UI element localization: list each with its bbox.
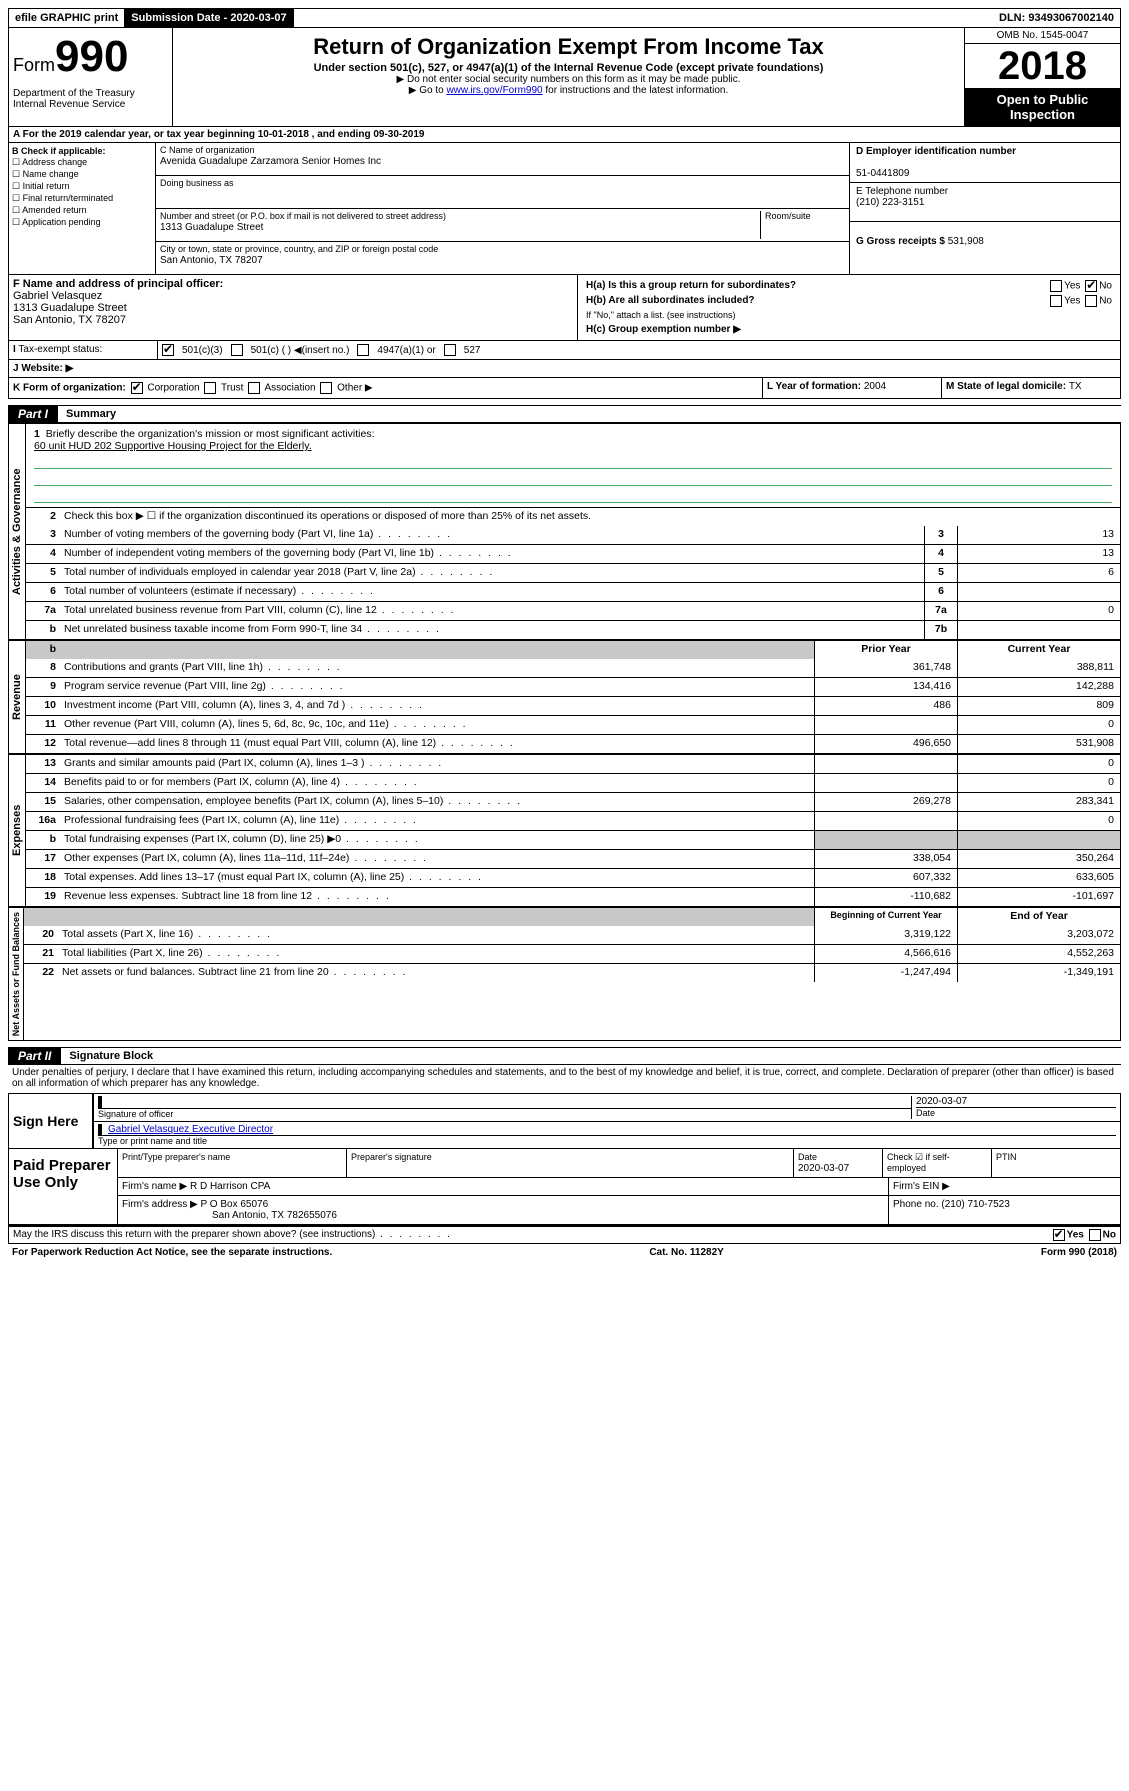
website-row: J Website: ▶ bbox=[8, 360, 1121, 378]
col-b-checkboxes: B Check if applicable: ☐ Address change … bbox=[9, 143, 156, 274]
summary-row: 21Total liabilities (Part X, line 26)4,5… bbox=[24, 944, 1120, 963]
org-name: Avenida Guadalupe Zarzamora Senior Homes… bbox=[160, 156, 381, 167]
firm-name: R D Harrison CPA bbox=[190, 1181, 270, 1192]
form-number: Form990 bbox=[13, 32, 168, 82]
f-h-row: F Name and address of principal officer:… bbox=[8, 275, 1121, 341]
summary-row: 18Total expenses. Add lines 13–17 (must … bbox=[26, 868, 1120, 887]
form-header: Form990 Department of the Treasury Inter… bbox=[8, 28, 1121, 127]
form-subtitle-1: Under section 501(c), 527, or 4947(a)(1)… bbox=[177, 62, 960, 74]
summary-row: 4Number of independent voting members of… bbox=[26, 544, 1120, 563]
summary-row: bNet unrelated business taxable income f… bbox=[26, 620, 1120, 639]
form-subtitle-3: ▶ Go to www.irs.gov/Form990 for instruct… bbox=[177, 85, 960, 96]
tax-exempt-status: I Tax-exempt status: 501(c)(3) 501(c) ( … bbox=[8, 341, 1121, 360]
vert-net-assets: Net Assets or Fund Balances bbox=[9, 908, 24, 1040]
summary-row: 20Total assets (Part X, line 16)3,319,12… bbox=[24, 926, 1120, 944]
form-subtitle-2: ▶ Do not enter social security numbers o… bbox=[177, 74, 960, 85]
identity-grid: B Check if applicable: ☐ Address change … bbox=[8, 143, 1121, 275]
check-amended[interactable]: ☐ Amended return bbox=[12, 205, 152, 216]
check-name-change[interactable]: ☐ Name change bbox=[12, 169, 152, 180]
tax-year: 2018 bbox=[965, 44, 1120, 88]
dept-treasury: Department of the Treasury Internal Reve… bbox=[13, 88, 168, 110]
form-of-org: K Form of organization: Corporation Trus… bbox=[9, 378, 762, 398]
discuss-row: May the IRS discuss this return with the… bbox=[8, 1225, 1121, 1244]
summary-row: bTotal fundraising expenses (Part IX, co… bbox=[26, 830, 1120, 849]
state-domicile: M State of legal domicile: TX bbox=[942, 378, 1120, 398]
paid-preparer-section: Paid Preparer Use Only Print/Type prepar… bbox=[8, 1149, 1121, 1225]
part-1-header: Part I Summary bbox=[8, 405, 1121, 423]
signature-section: Sign Here Signature of officer 2020-03-0… bbox=[8, 1093, 1121, 1149]
col-de: D Employer identification number 51-0441… bbox=[850, 143, 1120, 274]
summary-row: 11Other revenue (Part VIII, column (A), … bbox=[26, 715, 1120, 734]
summary-row: 12Total revenue—add lines 8 through 11 (… bbox=[26, 734, 1120, 753]
perjury-statement: Under penalties of perjury, I declare th… bbox=[8, 1065, 1121, 1091]
year-formation: L Year of formation: 2004 bbox=[762, 378, 942, 398]
summary-row: 17Other expenses (Part IX, column (A), l… bbox=[26, 849, 1120, 868]
summary-row: 9Program service revenue (Part VIII, lin… bbox=[26, 677, 1120, 696]
vert-revenue: Revenue bbox=[9, 641, 26, 753]
top-bar: efile GRAPHIC print Submission Date - 20… bbox=[8, 8, 1121, 28]
footer: For Paperwork Reduction Act Notice, see … bbox=[8, 1244, 1121, 1261]
check-app-pending[interactable]: ☐ Application pending bbox=[12, 217, 152, 228]
part-1-body: Activities & Governance 1 Briefly descri… bbox=[8, 423, 1121, 640]
omb-number: OMB No. 1545-0047 bbox=[965, 28, 1120, 44]
open-public-badge: Open to Public Inspection bbox=[965, 88, 1120, 126]
check-501c3[interactable] bbox=[162, 344, 174, 356]
summary-row: 22Net assets or fund balances. Subtract … bbox=[24, 963, 1120, 982]
vert-expenses: Expenses bbox=[9, 755, 26, 906]
ein: 51-0441809 bbox=[856, 168, 909, 179]
summary-row: 16aProfessional fundraising fees (Part I… bbox=[26, 811, 1120, 830]
h-c: H(c) Group exemption number ▶ bbox=[582, 322, 1116, 337]
check-initial-return[interactable]: ☐ Initial return bbox=[12, 181, 152, 192]
vert-activities-governance: Activities & Governance bbox=[9, 424, 26, 639]
period-row: A For the 2019 calendar year, or tax yea… bbox=[8, 127, 1121, 143]
summary-row: 6Total number of volunteers (estimate if… bbox=[26, 582, 1120, 601]
summary-row: 13Grants and similar amounts paid (Part … bbox=[26, 755, 1120, 773]
summary-row: 7aTotal unrelated business revenue from … bbox=[26, 601, 1120, 620]
form-title: Return of Organization Exempt From Incom… bbox=[177, 34, 960, 60]
org-city: San Antonio, TX 78207 bbox=[160, 255, 263, 266]
mission-text: 60 unit HUD 202 Supportive Housing Proje… bbox=[34, 440, 312, 452]
submission-date: Submission Date - 2020-03-07 bbox=[125, 9, 293, 27]
h-a: H(a) Is this a group return for subordin… bbox=[582, 278, 1116, 293]
officer-signature-link[interactable]: Gabriel Velasquez Executive Director bbox=[108, 1124, 273, 1135]
summary-row: 10Investment income (Part VIII, column (… bbox=[26, 696, 1120, 715]
col-c-org-info: C Name of organization Avenida Guadalupe… bbox=[156, 143, 850, 274]
summary-row: 19Revenue less expenses. Subtract line 1… bbox=[26, 887, 1120, 906]
summary-row: 14Benefits paid to or for members (Part … bbox=[26, 773, 1120, 792]
summary-row: 3Number of voting members of the governi… bbox=[26, 526, 1120, 544]
part-2-header: Part II Signature Block bbox=[8, 1047, 1121, 1065]
h-b: H(b) Are all subordinates included? Yes … bbox=[582, 293, 1116, 308]
efile-label[interactable]: efile GRAPHIC print bbox=[9, 9, 125, 27]
instructions-link[interactable]: www.irs.gov/Form990 bbox=[446, 85, 542, 96]
check-address-change[interactable]: ☐ Address change bbox=[12, 157, 152, 168]
summary-row: 5Total number of individuals employed in… bbox=[26, 563, 1120, 582]
check-final-return[interactable]: ☐ Final return/terminated bbox=[12, 193, 152, 204]
firm-phone: (210) 710-7523 bbox=[941, 1199, 1009, 1210]
phone: (210) 223-3151 bbox=[856, 197, 924, 208]
summary-row: 15Salaries, other compensation, employee… bbox=[26, 792, 1120, 811]
org-address: 1313 Guadalupe Street bbox=[160, 222, 263, 233]
gross-receipts: 531,908 bbox=[948, 236, 984, 247]
officer-name: Gabriel Velasquez bbox=[13, 290, 102, 302]
summary-row: 8Contributions and grants (Part VIII, li… bbox=[26, 659, 1120, 677]
dln: DLN: 93493067002140 bbox=[993, 9, 1120, 27]
